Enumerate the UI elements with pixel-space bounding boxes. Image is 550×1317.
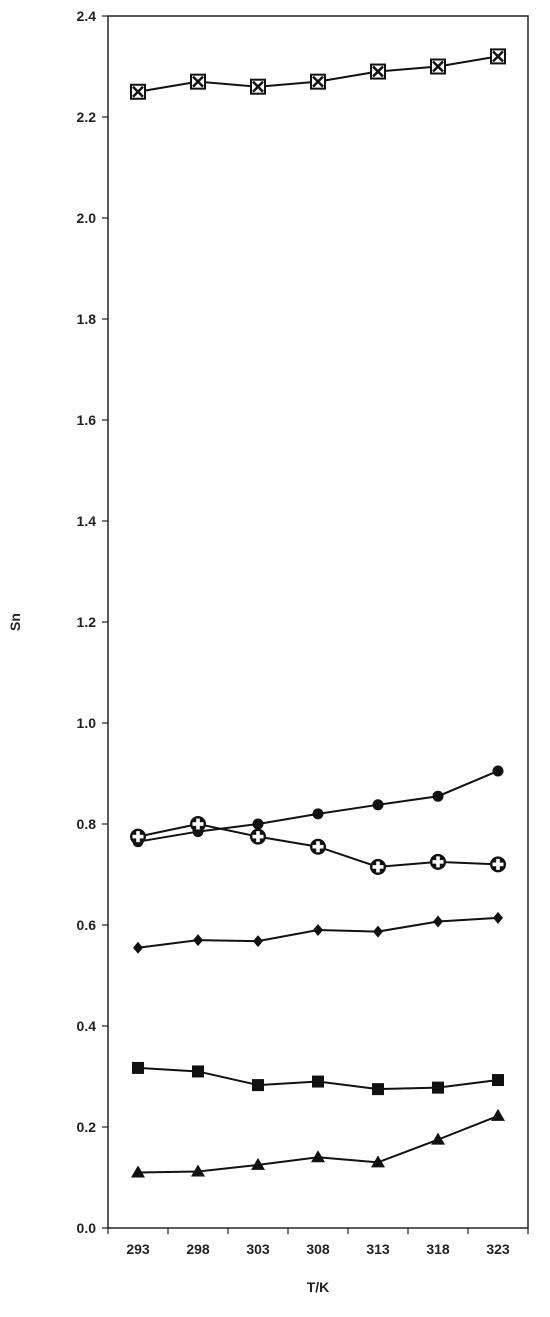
y-tick-label: 0.2 — [77, 1119, 97, 1135]
data-point-crossed-square — [490, 48, 506, 65]
data-point-triangle — [251, 1157, 265, 1170]
x-tick-label: 313 — [366, 1241, 390, 1257]
y-tick-label: 2.0 — [77, 210, 97, 226]
data-point-crossed-square — [310, 73, 326, 90]
y-tick-label: 1.8 — [77, 311, 97, 327]
y-tick-label: 2.4 — [77, 8, 97, 24]
data-point-circle — [252, 818, 264, 830]
x-tick-label: 318 — [426, 1241, 450, 1257]
data-point-square — [312, 1075, 324, 1088]
data-point-plus-circle — [250, 828, 266, 845]
series-triangle — [131, 1108, 505, 1178]
y-tick-label: 0.8 — [77, 816, 97, 832]
data-point-triangle — [491, 1108, 505, 1121]
x-tick-label: 303 — [246, 1241, 270, 1257]
series-plus-circle — [130, 816, 506, 875]
series-crossed-square — [130, 48, 506, 100]
data-point-crossed-square — [370, 63, 386, 80]
y-tick-label: 1.2 — [77, 614, 97, 630]
data-point-square — [432, 1081, 444, 1094]
data-point-crossed-square — [430, 58, 446, 75]
plot-frame — [107, 15, 529, 1229]
y-tick-label: 1.6 — [77, 412, 97, 428]
data-point-diamond — [133, 941, 143, 954]
axes — [107, 15, 529, 1229]
data-point-square — [372, 1083, 384, 1096]
series-square — [132, 1061, 504, 1096]
data-point-triangle — [131, 1165, 145, 1178]
y-axis-label: Sn — [7, 613, 23, 631]
y-tick-label: 1.0 — [77, 715, 97, 731]
data-point-plus-circle — [370, 858, 386, 875]
data-point-diamond — [373, 925, 383, 938]
data-point-plus-circle — [490, 856, 506, 873]
data-point-plus-circle — [310, 838, 326, 855]
x-tick-label: 293 — [126, 1241, 150, 1257]
data-point-square — [132, 1061, 144, 1074]
x-tick-label: 298 — [186, 1241, 210, 1257]
data-point-diamond — [253, 935, 263, 948]
data-point-crossed-square — [130, 83, 146, 100]
data-point-circle — [432, 790, 444, 802]
x-tick-label: 323 — [486, 1241, 510, 1257]
y-tick-label: 0.6 — [77, 917, 97, 933]
data-point-circle — [312, 808, 324, 820]
data-point-triangle — [191, 1164, 205, 1177]
data-point-diamond — [433, 915, 443, 928]
data-point-triangle — [371, 1155, 385, 1168]
y-tick-label: 0.4 — [77, 1018, 97, 1034]
data-point-triangle — [431, 1132, 445, 1145]
data-point-diamond — [493, 911, 503, 924]
data-point-plus-circle — [430, 853, 446, 870]
data-point-diamond — [193, 934, 203, 947]
data-point-plus-circle — [190, 816, 206, 832]
data-point-triangle — [311, 1150, 325, 1163]
data-point-circle — [372, 799, 384, 811]
data-point-circle — [492, 765, 504, 777]
y-tick-label: 2.2 — [77, 109, 97, 125]
series-layer — [130, 48, 506, 1178]
y-tick-label: 1.4 — [77, 513, 97, 529]
y-tick-label: 0.0 — [77, 1220, 97, 1236]
data-point-plus-circle — [130, 828, 146, 845]
series-diamond — [133, 911, 503, 954]
data-point-diamond — [313, 924, 323, 937]
data-point-square — [492, 1074, 504, 1087]
ticks-layer: 0.0 0.2 0.4 0.6 0.8 1.0 1.2 1.4 1.6 1.8 2.0 2.2 2.4 2… — [77, 8, 529, 1257]
data-point-square — [252, 1079, 264, 1092]
x-axis-label: T/K — [307, 1279, 330, 1295]
x-tick-label: 308 — [306, 1241, 330, 1257]
series-line — [137, 770, 499, 843]
data-point-crossed-square — [250, 78, 266, 95]
data-point-crossed-square — [190, 73, 206, 90]
data-point-square — [192, 1065, 204, 1078]
series-circle — [132, 765, 504, 848]
